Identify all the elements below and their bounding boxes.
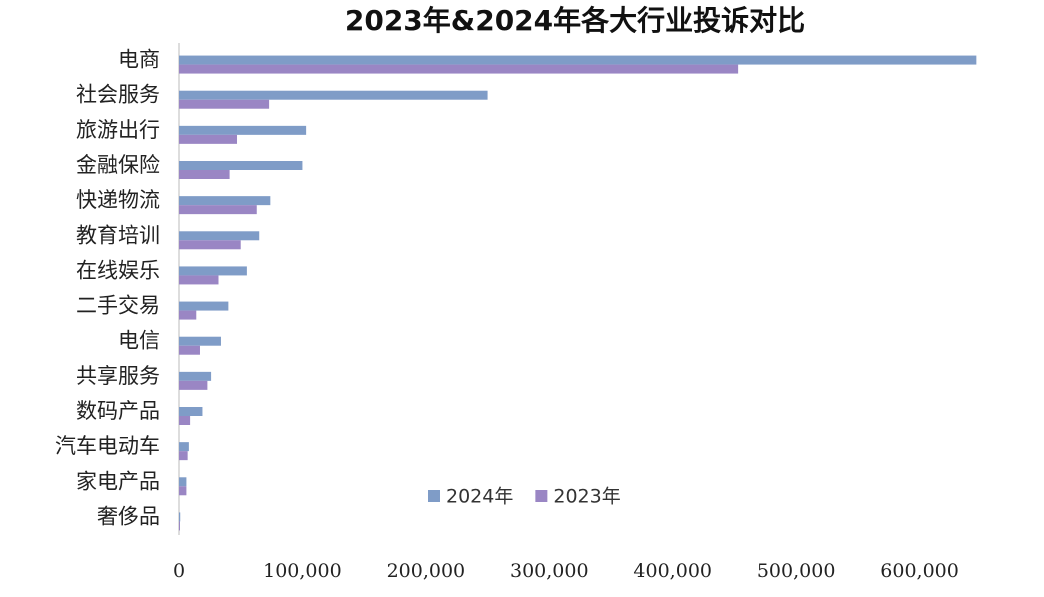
legend-label: 2023年 xyxy=(553,486,620,508)
category-label: 金融保险 xyxy=(76,153,160,177)
category-label: 教育培训 xyxy=(76,223,160,247)
x-tick-label: 400,000 xyxy=(633,560,712,582)
bar xyxy=(179,371,212,381)
legend-label: 2024年 xyxy=(446,486,513,508)
bar xyxy=(179,477,187,487)
x-tick-label: 100,000 xyxy=(263,560,342,582)
bar xyxy=(179,90,488,100)
bar xyxy=(179,512,181,522)
category-label: 电商 xyxy=(118,48,160,72)
bar xyxy=(179,205,257,215)
bar xyxy=(179,64,739,74)
category-label: 共享服务 xyxy=(76,364,160,388)
x-tick-label: 300,000 xyxy=(510,560,589,582)
bar xyxy=(179,125,307,135)
category-label: 快递物流 xyxy=(76,188,160,212)
category-label: 汽车电动车 xyxy=(55,434,160,458)
x-tick-label: 500,000 xyxy=(757,560,836,582)
bar xyxy=(179,416,191,425)
x-tick-label: 0 xyxy=(173,560,185,582)
bar xyxy=(179,240,241,250)
bar xyxy=(179,442,189,452)
bar xyxy=(179,301,229,311)
bar xyxy=(179,231,260,241)
bar xyxy=(179,55,977,65)
bar xyxy=(179,451,188,461)
bar xyxy=(179,407,203,416)
bar xyxy=(179,266,247,276)
legend-swatch xyxy=(535,490,548,502)
x-tick-label: 200,000 xyxy=(387,560,466,582)
bar xyxy=(179,99,270,109)
legend-swatch xyxy=(428,490,440,502)
bar xyxy=(179,521,180,531)
category-label: 家电产品 xyxy=(76,469,160,493)
category-label: 旅游出行 xyxy=(76,118,160,142)
bar xyxy=(179,336,221,346)
bar xyxy=(179,170,230,179)
bar xyxy=(179,380,208,390)
bar xyxy=(179,134,238,144)
bar xyxy=(179,345,200,355)
category-label: 二手交易 xyxy=(76,294,160,318)
bar xyxy=(179,310,197,320)
bar xyxy=(179,161,303,170)
category-label: 数码产品 xyxy=(76,399,160,423)
category-label: 社会服务 xyxy=(76,83,160,107)
bar xyxy=(179,486,187,496)
category-label: 奢侈品 xyxy=(97,504,160,528)
x-tick-label: 600,000 xyxy=(880,560,959,582)
category-label: 电信 xyxy=(118,329,160,353)
category-label: 在线娱乐 xyxy=(76,258,160,282)
chart-title: 2023年&2024年各大行业投诉对比 xyxy=(345,4,805,37)
bar xyxy=(179,196,271,206)
bar xyxy=(179,275,219,285)
